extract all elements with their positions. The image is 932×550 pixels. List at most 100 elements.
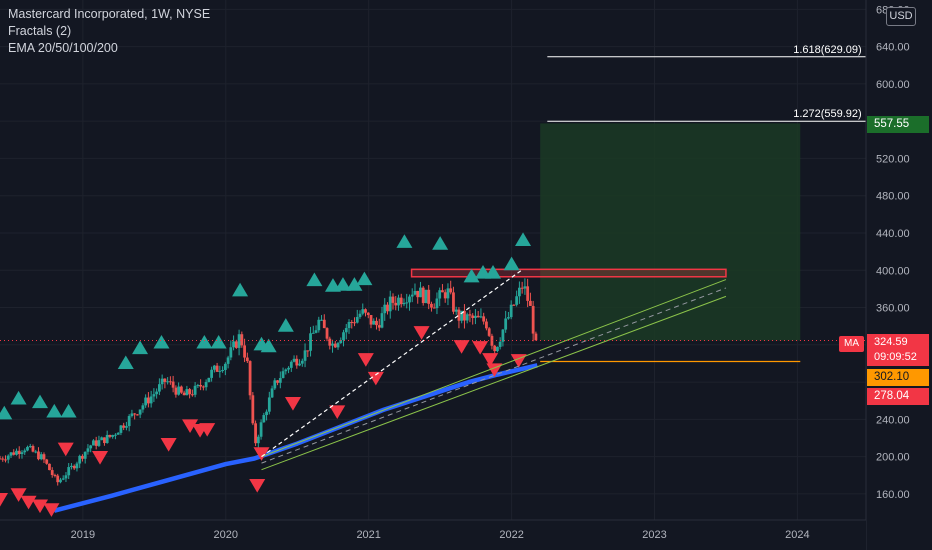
candle-body <box>386 304 389 312</box>
candle-body <box>278 378 282 383</box>
candle-body <box>138 409 142 415</box>
candle-body <box>281 371 285 379</box>
candle-body <box>416 290 420 298</box>
candle-body <box>289 361 293 368</box>
x-tick-label: 2019 <box>71 529 95 541</box>
fib-label: 1.618(629.09) <box>793 44 862 56</box>
candle-body <box>1 458 5 460</box>
candle-body <box>116 432 120 435</box>
candle-body <box>185 389 189 396</box>
candle-body <box>59 479 62 483</box>
candle-body <box>193 385 197 395</box>
fractal-up-marker <box>356 271 373 286</box>
candle-body <box>20 452 24 455</box>
candle-body <box>199 384 203 387</box>
candle-body <box>215 365 219 372</box>
fractal-up-marker <box>132 340 149 355</box>
time-axis-bg <box>0 520 866 550</box>
candle-body <box>72 465 76 469</box>
fractals-indicator-label[interactable]: Fractals (2) <box>8 24 72 38</box>
fractal-down-marker <box>249 478 266 493</box>
candle-body <box>300 360 304 364</box>
resistance-zone <box>410 268 727 278</box>
candle-body <box>328 338 332 346</box>
candle-body <box>399 297 403 305</box>
fractal-up-marker <box>153 334 170 349</box>
candle-body <box>237 334 241 348</box>
candle-body <box>306 350 310 352</box>
candle-body <box>463 310 466 321</box>
candle-body <box>114 434 117 436</box>
fractal-up-marker <box>210 334 227 349</box>
candle-body <box>402 302 406 305</box>
candle-body <box>487 328 491 336</box>
x-tick-label: 2024 <box>785 529 809 541</box>
candle-body <box>174 387 178 395</box>
candle-body <box>15 450 18 455</box>
fractal-up-marker <box>10 390 27 405</box>
candle-body <box>147 397 150 404</box>
candle-body <box>152 394 156 397</box>
fib-label: 1.272(559.92) <box>793 108 862 120</box>
candle-body <box>229 347 233 358</box>
ma-symbol-tag: MA <box>839 336 864 352</box>
candle-body <box>355 316 359 323</box>
candle-body <box>391 296 395 303</box>
candle-body <box>468 314 472 316</box>
candle-body <box>460 310 464 321</box>
candle-body <box>56 475 60 483</box>
fractal-up-marker <box>432 236 449 250</box>
candle-body <box>210 369 214 378</box>
x-tick-label: 2021 <box>356 529 380 541</box>
fractal-up-marker <box>306 272 323 287</box>
candle-body <box>364 309 367 313</box>
candle-body <box>377 325 381 328</box>
fractal-down-marker <box>160 437 177 452</box>
candle-body <box>383 304 387 314</box>
candle-body <box>528 300 532 306</box>
x-tick-label: 2022 <box>499 529 523 541</box>
candle-body <box>61 478 65 480</box>
candle-body <box>108 434 112 437</box>
candle-body <box>133 413 137 415</box>
candle-body <box>353 322 356 324</box>
candle-body <box>322 319 326 329</box>
fractal-down-marker <box>20 495 37 510</box>
currency-button[interactable]: USD <box>886 7 916 26</box>
candle-body <box>100 437 104 441</box>
candle-body <box>256 436 260 444</box>
candle-body <box>103 437 106 444</box>
fractal-up-marker <box>515 232 532 247</box>
candle-body <box>39 454 43 460</box>
candle-body <box>254 423 257 444</box>
candle-body <box>97 440 101 446</box>
x-tick-label: 2020 <box>214 529 238 541</box>
candle-body <box>265 411 268 416</box>
fractal-up-marker <box>475 265 492 279</box>
y-tick-label: 240.00 <box>876 414 910 426</box>
candle-body <box>160 378 164 385</box>
candle-body <box>9 452 13 456</box>
candle-body <box>375 320 378 326</box>
candle-body <box>267 397 271 412</box>
y-tick-label: 520.00 <box>876 153 910 165</box>
candle-body <box>465 314 469 321</box>
candle-body <box>127 416 131 427</box>
candle-body <box>317 319 321 331</box>
profit-zone <box>540 123 801 341</box>
candle-body <box>182 392 186 396</box>
y-tick-label: 200.00 <box>876 452 910 464</box>
candle-body <box>421 287 425 304</box>
candle-body <box>141 405 145 410</box>
candle-body <box>347 321 351 329</box>
chart-legend: Mastercard Incorporated, 1W, NYSE Fracta… <box>8 6 210 57</box>
ema-indicator-label[interactable]: EMA 20/50/100/200 <box>8 41 118 55</box>
candle-body <box>361 309 365 314</box>
symbol-title[interactable]: Mastercard Incorporated, 1W, NYSE <box>8 7 211 21</box>
candle-body <box>490 335 494 346</box>
candle-body <box>435 298 439 309</box>
candle-body <box>48 463 51 471</box>
candle-body <box>509 304 513 318</box>
candle-body <box>298 363 301 366</box>
